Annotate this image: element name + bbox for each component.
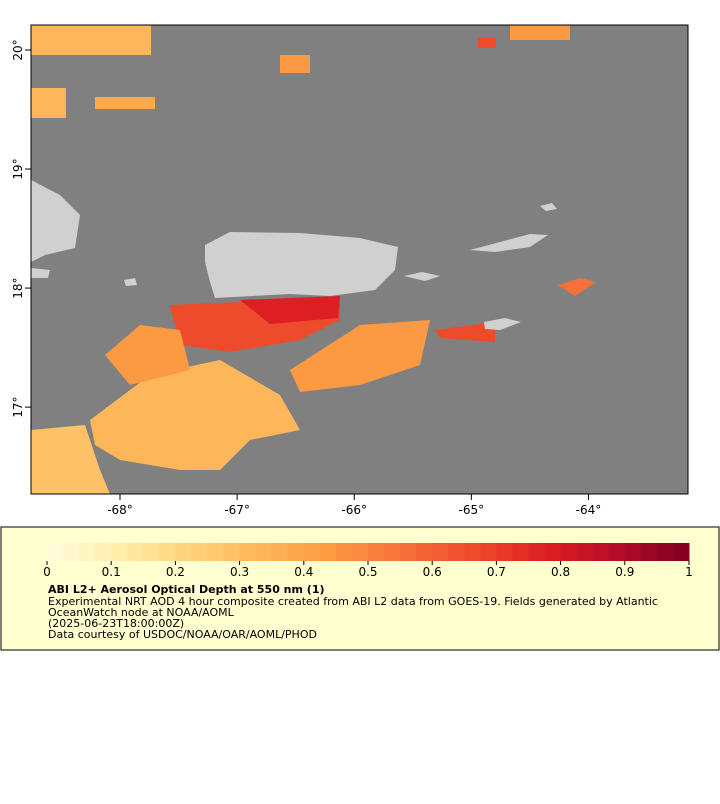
colorbar-segment — [127, 543, 144, 561]
colorbar-tick-label: 0.2 — [166, 565, 185, 579]
island — [540, 203, 557, 211]
colorbar-segment — [496, 543, 513, 561]
map-frame — [30, 24, 689, 495]
caption-line: (2025-06-23T18:00:00Z) — [48, 617, 184, 630]
land — [31, 180, 557, 330]
aerosol-patch — [478, 38, 496, 48]
colorbar-segment — [303, 543, 321, 561]
colorbar-segment — [528, 543, 546, 561]
axes: -68° -67° -66° -65° -64° 17° 18° 19° 20° — [11, 39, 601, 517]
colorbar-segment — [672, 543, 690, 561]
x-tick-label: -67° — [224, 503, 250, 517]
colorbar-segment — [464, 543, 481, 561]
colorbar-tick-label: 0.8 — [551, 565, 570, 579]
aerosol-patch — [105, 325, 190, 385]
aerosol-field — [31, 25, 596, 494]
colorbar-tick-label: 0.5 — [358, 565, 377, 579]
colorbar-segment — [416, 543, 433, 561]
aerosol-patch — [31, 25, 151, 55]
x-tick-label: -66° — [341, 503, 367, 517]
colorbar-segment — [159, 543, 176, 561]
colorbar-segment — [79, 543, 96, 561]
aerosol-patch — [280, 55, 310, 73]
colorbar-segment — [400, 543, 417, 561]
colorbar-segment — [287, 543, 305, 561]
virgin-islands — [470, 234, 548, 252]
colorbar: 0 0.1 0.2 0.3 0.4 0.5 0.6 0.7 0.8 0.9 1 — [43, 543, 693, 579]
aerosol-patch — [290, 320, 430, 392]
colorbar-segment — [448, 543, 465, 561]
colorbar-segment — [223, 543, 241, 561]
colorbar-segment — [239, 543, 257, 561]
colorbar-segment — [335, 543, 353, 561]
colorbar-segment — [207, 543, 225, 561]
colorbar-segment — [608, 543, 626, 561]
colorbar-segment — [255, 543, 273, 561]
caption-line: OceanWatch node at NOAA/AOML — [48, 606, 235, 619]
colorbar-tick-label: 1 — [685, 565, 693, 579]
st-croix — [484, 318, 521, 330]
colorbar-segment — [592, 543, 610, 561]
colorbar-segment — [640, 543, 658, 561]
colorbar-segment — [624, 543, 642, 561]
aerosol-patch — [510, 25, 570, 40]
colorbar-segment — [480, 543, 497, 561]
aerosol-patch — [95, 97, 155, 109]
colorbar-segment — [432, 543, 449, 561]
island — [31, 268, 50, 278]
y-tick-label: 20° — [11, 39, 25, 60]
colorbar-segment — [111, 543, 128, 561]
y-tick-label: 19° — [11, 158, 25, 179]
colorbar-tick-label: 0.9 — [615, 565, 634, 579]
vieques — [404, 272, 440, 281]
colorbar-segment — [271, 543, 289, 561]
colorbar-segment — [368, 543, 385, 561]
colorbar-tick-label: 0.1 — [102, 565, 121, 579]
aerosol-patch — [558, 278, 596, 296]
colorbar-segment — [560, 543, 578, 561]
x-tick-label: -64° — [576, 503, 602, 517]
colorbar-segment — [95, 543, 112, 561]
caption-line: Experimental NRT AOD 4 hour composite cr… — [48, 595, 658, 608]
colorbar-tick-label: 0.3 — [230, 565, 249, 579]
colorbar-tick-label: 0.7 — [487, 565, 506, 579]
colorbar-segment — [544, 543, 562, 561]
colorbar-tick-label: 0 — [43, 565, 51, 579]
colorbar-segment — [576, 543, 594, 561]
colorbar-segment — [143, 543, 160, 561]
caption-line: Data courtesy of USDOC/NOAA/OAR/AOML/PHO… — [48, 628, 317, 641]
aerosol-patch — [240, 296, 340, 324]
colorbar-segment — [63, 543, 80, 561]
colorbar-segment — [191, 543, 208, 561]
mona — [124, 278, 137, 286]
x-tick-label: -68° — [107, 503, 133, 517]
colorbar-segment — [319, 543, 337, 561]
aerosol-patch — [90, 360, 300, 470]
map — [30, 24, 689, 495]
colorbar-tick-label: 0.4 — [294, 565, 313, 579]
colorbar-segment — [47, 543, 64, 561]
colorbar-segment — [384, 543, 401, 561]
y-tick-label: 17° — [11, 396, 25, 417]
puerto-rico — [205, 232, 398, 298]
y-tick-label: 18° — [11, 277, 25, 298]
colorbar-segment — [175, 543, 192, 561]
colorbar-tick-label: 0.6 — [423, 565, 442, 579]
aerosol-patch — [31, 425, 110, 494]
colorbar-segment — [656, 543, 674, 561]
x-tick-label: -65° — [459, 503, 485, 517]
caption-title: ABI L2+ Aerosol Optical Depth at 550 nm … — [48, 583, 325, 596]
aerosol-patch — [31, 88, 66, 118]
colorbar-segment — [351, 543, 369, 561]
aerosol-patch — [435, 322, 495, 342]
colorbar-segment — [512, 543, 529, 561]
hispaniola — [31, 180, 80, 262]
